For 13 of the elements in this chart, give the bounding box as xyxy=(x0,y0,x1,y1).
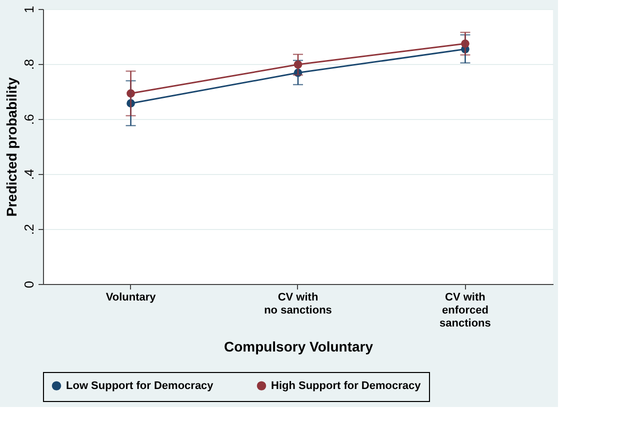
legend-label: High Support for Democracy xyxy=(271,380,422,392)
x-tick-label: Voluntary xyxy=(106,292,157,304)
x-tick-label: CV with no sanctions xyxy=(264,292,332,316)
y-tick-label: .4 xyxy=(22,169,36,180)
y-axis-title: Predicted probability xyxy=(4,77,20,217)
y-tick-label: .6 xyxy=(22,114,36,125)
y-tick-label: .8 xyxy=(22,59,36,70)
y-tick-label: 1 xyxy=(22,6,36,14)
y-tick-label: 0 xyxy=(22,280,36,288)
x-axis-title: Compulsory Voluntary xyxy=(224,338,374,354)
legend-label: Low Support for Democracy xyxy=(66,380,214,392)
x-tick-label: CV with enforced sanctions xyxy=(440,292,491,330)
y-tick-label: .2 xyxy=(22,224,36,235)
